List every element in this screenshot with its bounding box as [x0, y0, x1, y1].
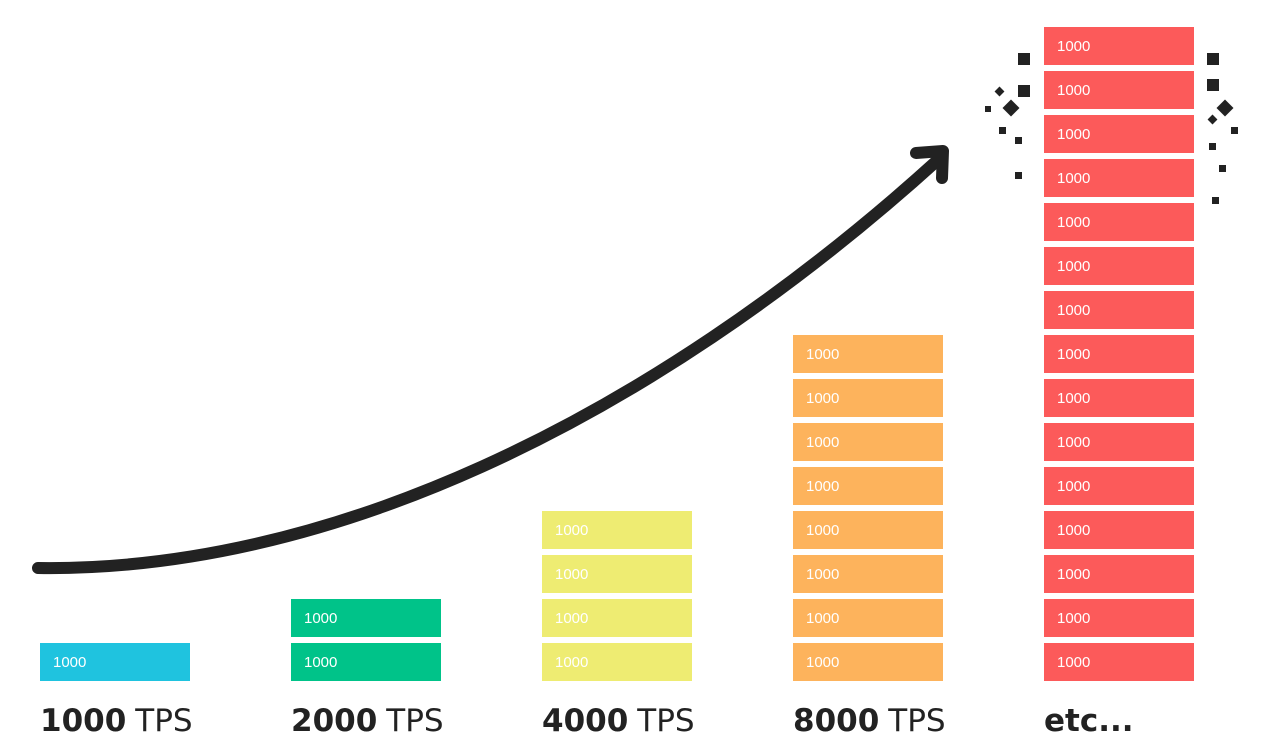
- block-label: 1000: [1057, 258, 1090, 275]
- block: [1044, 379, 1194, 417]
- block-label: 1000: [806, 610, 839, 627]
- block: [1044, 511, 1194, 549]
- block-label: 1000: [1057, 346, 1090, 363]
- block: [793, 335, 943, 373]
- block: [40, 643, 190, 681]
- block-label: 1000: [806, 566, 839, 583]
- label-bold: etc...: [1044, 703, 1134, 739]
- block-label: 1000: [1057, 82, 1090, 99]
- growth-arrow: [32, 145, 949, 575]
- label-rest: TPS: [385, 703, 443, 739]
- block-label: 1000: [304, 610, 337, 627]
- debris: [985, 53, 1238, 204]
- block: [1044, 291, 1194, 329]
- block-label: 1000: [1057, 390, 1090, 407]
- block: [542, 511, 692, 549]
- column-label: 4000 TPS: [542, 703, 695, 739]
- block-label: 1000: [555, 522, 588, 539]
- block: [291, 599, 441, 637]
- label-bold: 1000: [40, 703, 126, 739]
- column-label: 8000 TPS: [793, 703, 946, 739]
- block-label: 1000: [53, 654, 86, 671]
- block-label: 1000: [555, 654, 588, 671]
- block: [793, 511, 943, 549]
- column-label: 2000 TPS: [291, 703, 444, 739]
- block: [1044, 159, 1194, 197]
- block-label: 1000: [806, 522, 839, 539]
- block: [793, 643, 943, 681]
- block: [1044, 71, 1194, 109]
- column: 1000 1000 1000 1000 1000 1000 1000 1000 8000 TPS: [793, 335, 946, 739]
- block-label: 1000: [806, 478, 839, 495]
- column-label: 1000 TPS: [40, 703, 193, 739]
- block-label: 1000: [806, 390, 839, 407]
- block-label: 1000: [806, 346, 839, 363]
- block: [1044, 467, 1194, 505]
- block: [542, 643, 692, 681]
- block-label: 1000: [1057, 170, 1090, 187]
- label-rest: TPS: [636, 703, 694, 739]
- block: [1044, 423, 1194, 461]
- column: 1000 1000 2000 TPS: [291, 599, 444, 739]
- block: [1044, 27, 1194, 65]
- block: [1044, 203, 1194, 241]
- block: [1044, 247, 1194, 285]
- label-bold: 8000: [793, 703, 879, 739]
- block-label: 1000: [1057, 610, 1090, 627]
- block-label: 1000: [555, 566, 588, 583]
- block-label: 1000: [1057, 478, 1090, 495]
- label-bold: 4000: [542, 703, 628, 739]
- block-label: 1000: [304, 654, 337, 671]
- block-label: 1000: [1057, 214, 1090, 231]
- block: [542, 555, 692, 593]
- block-label: 1000: [555, 610, 588, 627]
- block: [1044, 599, 1194, 637]
- block-label: 1000: [1057, 566, 1090, 583]
- block-label: 1000: [806, 654, 839, 671]
- block: [1044, 555, 1194, 593]
- column: 1000 1000 1000 1000 1000 1000 1000 1000 1000 1000…: [1044, 27, 1194, 739]
- block-label: 1000: [1057, 434, 1090, 451]
- label-bold: 2000: [291, 703, 377, 739]
- block: [1044, 643, 1194, 681]
- block: [793, 467, 943, 505]
- label-rest: TPS: [887, 703, 945, 739]
- block-label: 1000: [1057, 522, 1090, 539]
- block-label: 1000: [1057, 38, 1090, 55]
- label-rest: TPS: [134, 703, 192, 739]
- block: [291, 643, 441, 681]
- block: [1044, 335, 1194, 373]
- block-label: 1000: [1057, 126, 1090, 143]
- block: [793, 599, 943, 637]
- block: [793, 379, 943, 417]
- block: [793, 555, 943, 593]
- block: [542, 599, 692, 637]
- block-label: 1000: [806, 434, 839, 451]
- column: 1000 1000 1000 1000 4000 TPS: [542, 511, 695, 739]
- block-label: 1000: [1057, 302, 1090, 319]
- block: [1044, 115, 1194, 153]
- column-label: etc...: [1044, 703, 1134, 739]
- block: [793, 423, 943, 461]
- block-label: 1000: [1057, 654, 1090, 671]
